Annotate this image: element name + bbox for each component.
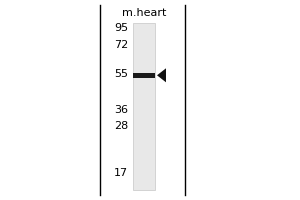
Text: 55: 55 (114, 69, 128, 79)
Polygon shape (157, 68, 166, 82)
Text: 72: 72 (114, 40, 128, 50)
Text: 17: 17 (114, 168, 128, 178)
Text: 28: 28 (114, 121, 128, 131)
Bar (133, 73, 155, 78)
Bar (133, 23, 155, 190)
Text: m.heart: m.heart (122, 8, 166, 18)
Bar (100, 5, 185, 195)
Text: 95: 95 (114, 23, 128, 33)
Text: 36: 36 (114, 105, 128, 115)
